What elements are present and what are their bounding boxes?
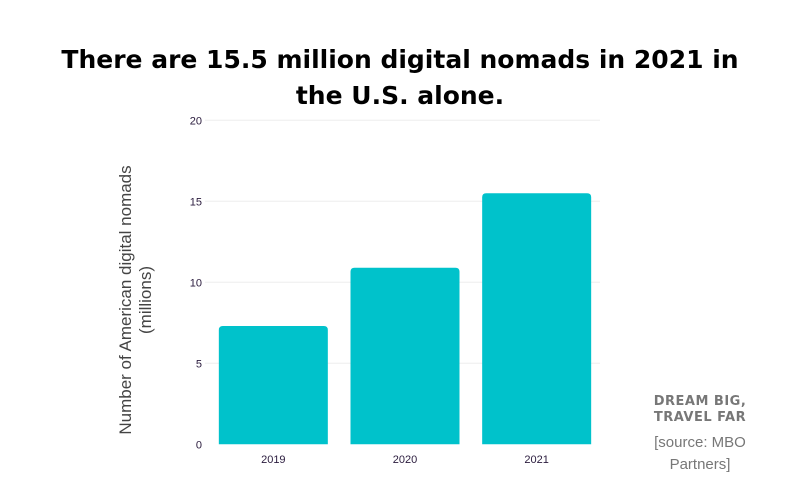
- y-tick-label: 15: [190, 196, 202, 208]
- y-tick-label: 0: [196, 439, 202, 451]
- y-tick-label: 5: [196, 358, 202, 370]
- brand-line-1: DREAM BIG,: [653, 394, 747, 409]
- chart-title: There are 15.5 million digital nomads in…: [61, 45, 739, 110]
- y-tick-label: 20: [190, 115, 202, 127]
- x-tick-label: 2021: [524, 454, 548, 466]
- source-note: [source: MBO Partners]: [654, 434, 746, 473]
- bar-2021: [482, 193, 592, 445]
- brand-line-2: TRAVEL FAR: [653, 410, 747, 425]
- x-tick-label: 2019: [261, 454, 285, 466]
- brand-logo: DREAM BIG, TRAVEL FAR: [640, 394, 760, 426]
- x-tick-label: 2020: [393, 454, 417, 466]
- bar-2020: [350, 267, 460, 445]
- y-tick-label: 10: [190, 277, 202, 289]
- bar-2019: [218, 326, 328, 445]
